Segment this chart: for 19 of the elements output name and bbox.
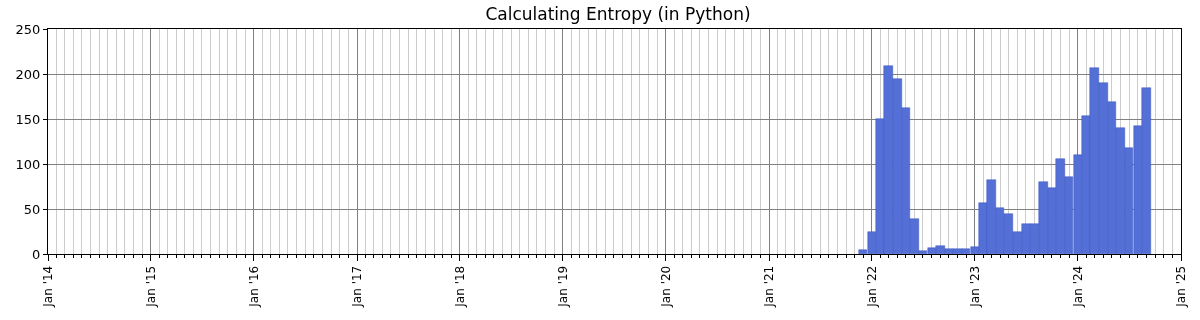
x-tick-label: Jan '18 [452,265,467,308]
x-tick-label: Jan '15 [143,265,158,308]
x-tick-label: Jan '25 [1173,265,1188,308]
x-tick-label: Jan '24 [1070,265,1085,308]
x-tick-label: Jan '20 [658,265,673,308]
chart-title: Calculating Entropy (in Python) [485,4,751,25]
y-tick-label: 200 [15,66,41,82]
y-tick-label: 0 [32,246,41,262]
x-tick-label: Jan '17 [349,265,364,308]
x-tick-label: Jan '23 [967,265,982,308]
x-tick-label: Jan '16 [246,265,261,308]
x-tick-label: Jan '21 [761,265,776,308]
x-tick-label: Jan '14 [40,265,55,308]
y-tick-label: 50 [23,201,41,217]
x-tick-label: Jan '22 [864,265,879,308]
y-tick-label: 150 [15,111,41,127]
y-tick-label: 250 [15,21,41,37]
x-tick-label: Jan '19 [555,265,570,308]
y-tick-label: 100 [15,156,41,172]
